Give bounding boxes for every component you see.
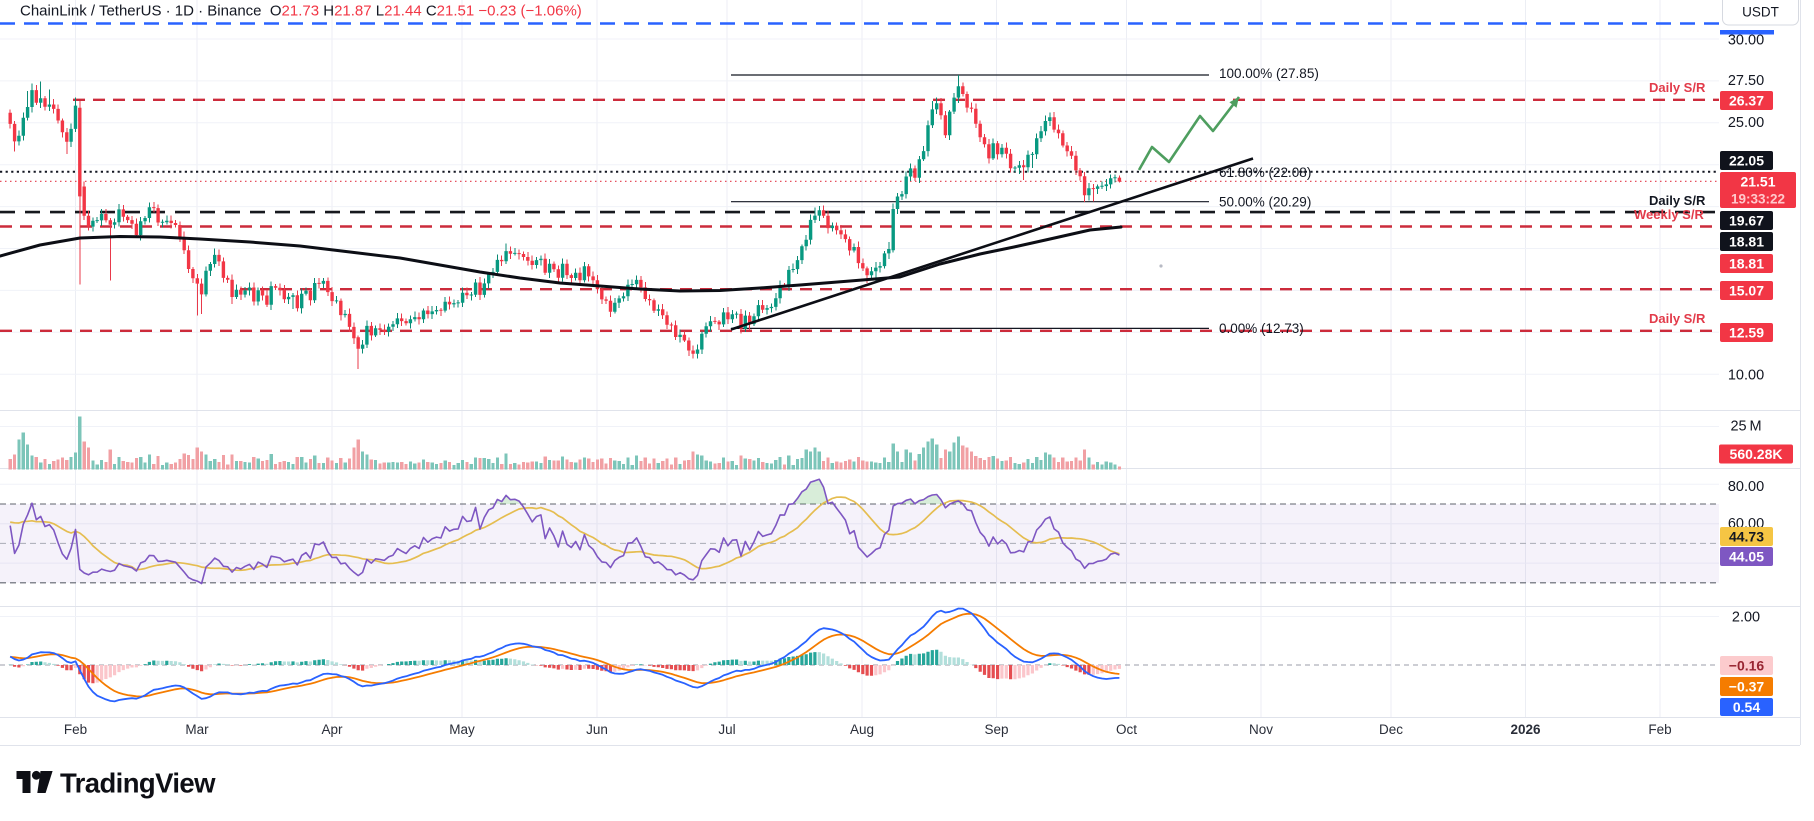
svg-text:ChainLink / TetherUS · 1D · Bi: ChainLink / TetherUS · 1D · Binance O21.… [20, 3, 582, 20]
svg-text:2026: 2026 [1510, 722, 1541, 737]
svg-text:TradingView: TradingView [60, 768, 216, 799]
svg-text:44.05: 44.05 [1729, 549, 1764, 565]
svg-text:22.05: 22.05 [1729, 153, 1764, 169]
svg-text:Sep: Sep [984, 722, 1008, 737]
svg-text:560.28K: 560.28K [1730, 446, 1783, 462]
svg-text:10.00: 10.00 [1728, 368, 1764, 384]
svg-text:27.50: 27.50 [1728, 73, 1764, 89]
svg-text:0.54: 0.54 [1733, 699, 1760, 715]
svg-text:Daily S/R: Daily S/R [1649, 193, 1706, 208]
svg-text:Dec: Dec [1379, 722, 1403, 737]
svg-text:12.59: 12.59 [1729, 325, 1764, 341]
svg-text:−0.37: −0.37 [1729, 679, 1765, 695]
svg-text:USDT: USDT [1742, 5, 1779, 20]
svg-text:Apr: Apr [321, 722, 343, 737]
svg-text:Daily S/R: Daily S/R [1649, 80, 1706, 95]
svg-text:May: May [449, 722, 475, 737]
svg-text:Aug: Aug [850, 722, 874, 737]
svg-text:0.00% (12.73): 0.00% (12.73) [1219, 321, 1304, 336]
svg-text:2.00: 2.00 [1732, 610, 1760, 626]
svg-text:50.00% (20.29): 50.00% (20.29) [1219, 195, 1311, 210]
svg-text:44.73: 44.73 [1729, 529, 1764, 545]
svg-text:−0.16: −0.16 [1729, 658, 1765, 674]
svg-text:21.51: 21.51 [1740, 174, 1775, 190]
svg-text:25.00: 25.00 [1728, 115, 1764, 131]
svg-text:30.00: 30.00 [1728, 33, 1764, 49]
svg-text:Jul: Jul [718, 722, 735, 737]
svg-text:Weekly S/R: Weekly S/R [1634, 207, 1704, 222]
svg-text:25 M: 25 M [1730, 419, 1761, 435]
svg-text:Oct: Oct [1116, 722, 1137, 737]
svg-text:80.00: 80.00 [1728, 479, 1764, 495]
svg-text:Daily S/R: Daily S/R [1649, 311, 1706, 326]
svg-text:26.37: 26.37 [1729, 93, 1764, 109]
svg-text:19.67: 19.67 [1729, 213, 1764, 229]
svg-text:Feb: Feb [64, 722, 87, 737]
svg-text:19:33:22: 19:33:22 [1731, 192, 1785, 207]
svg-text:100.00% (27.85): 100.00% (27.85) [1219, 66, 1319, 81]
svg-text:Nov: Nov [1249, 722, 1273, 737]
svg-text:18.81: 18.81 [1729, 234, 1764, 250]
svg-text:18.81: 18.81 [1729, 256, 1764, 272]
svg-text:Jun: Jun [586, 722, 608, 737]
svg-text:15.07: 15.07 [1729, 283, 1764, 299]
svg-text:Mar: Mar [185, 722, 209, 737]
svg-text:61.80% (22.08): 61.80% (22.08) [1219, 165, 1311, 180]
svg-text:Feb: Feb [1648, 722, 1671, 737]
